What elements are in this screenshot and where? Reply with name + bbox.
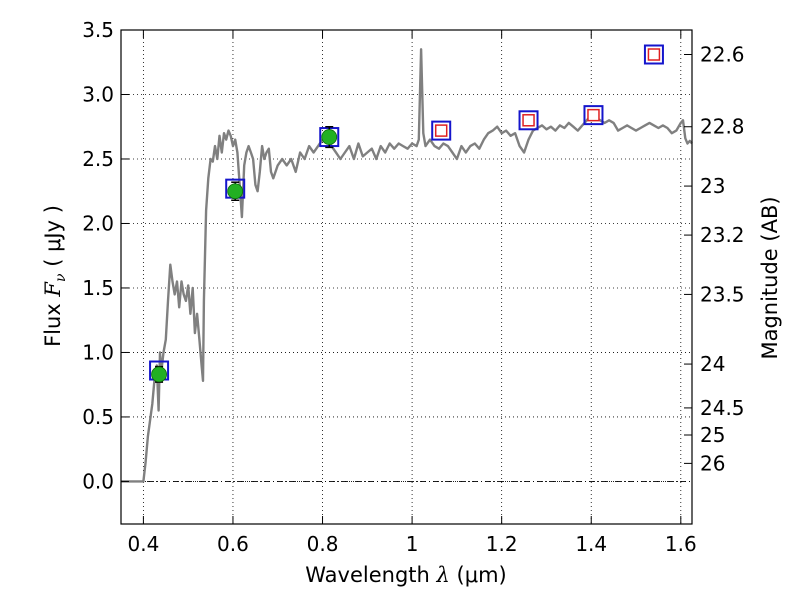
axis-ticks: 0.4 0.6 0.8 1 1.2 1.4 1.6 0.0 0.5 1.0 1.5 2.0 2.5 3.0… (82, 18, 744, 556)
y2-tick-label: 25 (700, 423, 725, 447)
y-tick-label: 3.5 (82, 18, 114, 42)
y2-tick-label: 23.2 (700, 223, 745, 247)
measured-flux-point (227, 183, 244, 200)
plot-border (120, 29, 693, 525)
y2-tick-label: 23 (700, 174, 725, 198)
data-series (121, 44, 693, 483)
upper-limit-inner-marker (587, 108, 600, 122)
photometry-square-marker (583, 105, 604, 126)
y-tick-label: 1.5 (82, 276, 114, 300)
measured-flux-point (151, 366, 167, 383)
photometry-square-marker (431, 120, 452, 141)
upper-limit-inner-marker (434, 124, 448, 137)
y-tick-label: 3.0 (82, 82, 114, 106)
x-tick-label: 0.4 (127, 532, 159, 556)
y2-tick-label: 26 (700, 451, 725, 475)
x-tick-label: 1.2 (486, 532, 518, 556)
y2-tick-label: 22.8 (700, 115, 745, 139)
upper-limit-inner-marker (647, 48, 661, 61)
y-axis-title: Flux Fν ( μJy ) (41, 205, 69, 347)
y-tick-label: 2.5 (82, 147, 114, 171)
photometry-square-marker (518, 110, 539, 131)
y2-tick-label: 22.6 (700, 43, 745, 67)
grid-lines (121, 29, 692, 524)
x-tick-label: 0.6 (217, 532, 249, 556)
y-tick-label: 2.0 (82, 211, 114, 235)
y2-axis-title: Magnitude (AB) (758, 196, 782, 359)
y2-tick-label: 24 (700, 352, 725, 376)
x-tick-label: 1.4 (575, 532, 607, 556)
x-tick-label: 0.8 (307, 532, 339, 556)
upper-limit-inner-marker (522, 114, 535, 127)
y-tick-label: 0.0 (82, 469, 114, 493)
y-tick-label: 1.0 (82, 340, 114, 364)
model-spectrum-line (121, 48, 693, 483)
plot-frame (120, 29, 693, 525)
y2-tick-label: 24.5 (700, 396, 745, 420)
measured-flux-point (321, 129, 338, 145)
x-tick-label: 1.6 (665, 532, 697, 556)
x-axis-title: Wavelength λ (μm) (305, 563, 506, 587)
y2-tick-label: 23.5 (700, 282, 745, 306)
photometry-square-marker (643, 44, 664, 65)
y-tick-label: 0.5 (82, 405, 114, 429)
x-tick-label: 1 (406, 532, 419, 556)
